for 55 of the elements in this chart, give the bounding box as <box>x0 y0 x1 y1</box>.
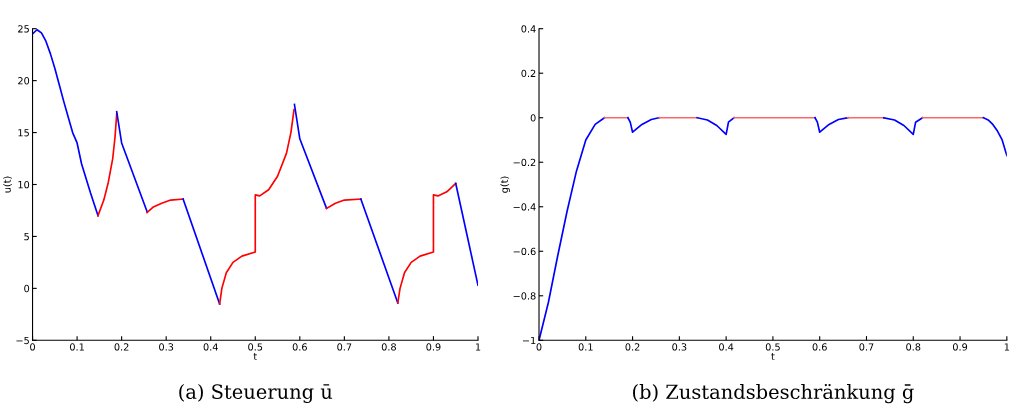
line-series <box>325 198 362 210</box>
line-series <box>627 116 661 134</box>
y-tick-label: 25 <box>18 25 29 33</box>
y-tick-label: −0.8 <box>513 292 536 300</box>
x-tick-label: 0.3 <box>159 343 174 351</box>
line-series <box>97 113 118 217</box>
x-tick-label: 0.1 <box>70 343 84 351</box>
x-tick-label: 0.7 <box>859 343 874 351</box>
x-tick-label: 0.6 <box>812 343 827 351</box>
x-tick-label: 0.5 <box>765 343 780 351</box>
x-tick-label: 0.7 <box>337 343 352 351</box>
y-tick-label: 10 <box>18 180 30 189</box>
line-series <box>32 28 99 217</box>
y-tick-label: −1 <box>522 336 536 344</box>
line-series <box>814 116 849 134</box>
x-tick-label: 0.2 <box>625 343 640 351</box>
x-tick-label: 0.8 <box>906 343 921 351</box>
line-series <box>539 116 606 341</box>
y-axis-title: g(t) <box>500 176 510 193</box>
x-tick-label: 0.5 <box>248 343 263 351</box>
y-tick-label: 5 <box>24 233 29 241</box>
x-tick-label: 0.4 <box>203 343 218 351</box>
line-series <box>882 116 924 136</box>
line-series <box>982 116 1007 157</box>
y-tick-label: 0.4 <box>521 25 536 33</box>
text: (b) Zustandsbeschränkung ḡ <box>633 383 914 404</box>
x-axis-title: t <box>253 353 257 360</box>
y-tick-label: −0.6 <box>513 247 536 256</box>
x-tick-label: 1 <box>475 343 481 351</box>
x-tick-label: 0.8 <box>381 343 396 351</box>
x-tick-label: 0 <box>30 343 35 351</box>
x-tick-label: 0.9 <box>952 343 968 351</box>
y-tick-label: 0 <box>530 114 536 122</box>
y-tick-label: 15 <box>18 129 29 137</box>
x-tick-label: 1 <box>1004 343 1010 351</box>
x-tick-label: 0.9 <box>426 343 441 351</box>
y-tick-label: 20 <box>18 77 30 85</box>
x-tick-label: 0 <box>536 343 542 351</box>
x-axis-title: t <box>771 353 775 360</box>
x-tick-label: 0.1 <box>578 343 593 351</box>
line-series <box>146 198 184 214</box>
line-series <box>218 108 295 305</box>
line-series <box>396 182 457 304</box>
text: (a) Steuerung ū <box>179 383 333 404</box>
y-tick-label: 0.2 <box>521 69 536 78</box>
y-tick-label: −5 <box>16 336 29 345</box>
y-axis-title: u(t) <box>3 176 12 193</box>
x-tick-label: 0.3 <box>672 343 687 351</box>
y-tick-label: 0 <box>24 284 30 293</box>
y-tick-label: −0.2 <box>513 158 536 167</box>
x-tick-label: 0.4 <box>719 343 734 351</box>
x-tick-label: 0.2 <box>114 343 129 351</box>
x-tick-label: 0.6 <box>292 343 307 351</box>
y-tick-label: −0.4 <box>513 203 536 211</box>
line-series <box>696 116 735 136</box>
